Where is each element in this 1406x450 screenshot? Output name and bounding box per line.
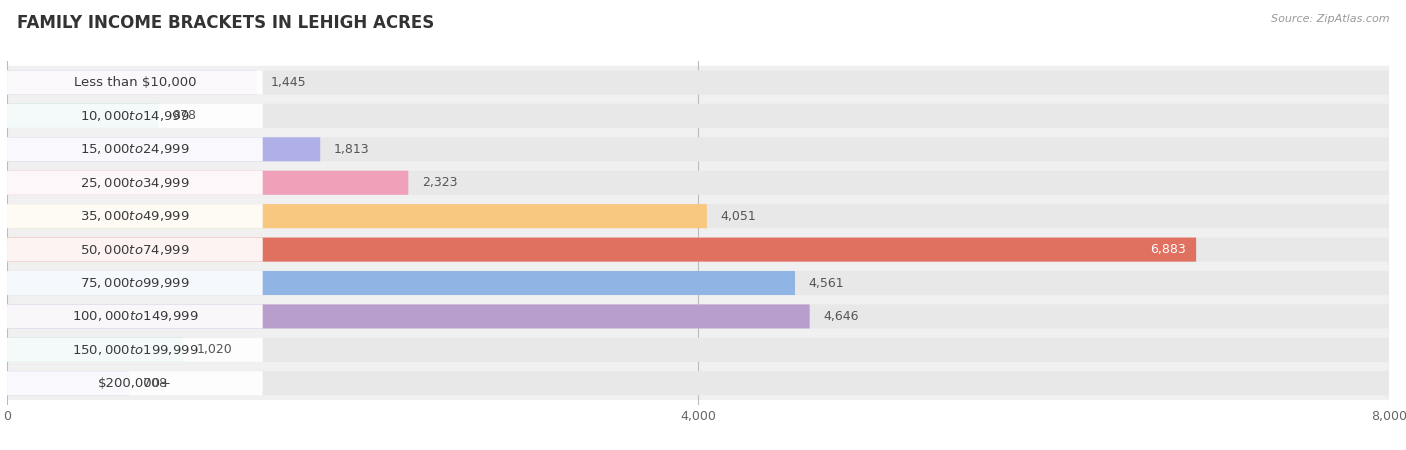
FancyBboxPatch shape [7,166,1389,199]
FancyBboxPatch shape [7,137,263,162]
FancyBboxPatch shape [7,71,1389,94]
Text: 2,323: 2,323 [422,176,458,189]
Text: $200,000+: $200,000+ [98,377,172,390]
Text: 878: 878 [173,109,197,122]
FancyBboxPatch shape [7,300,1389,333]
FancyBboxPatch shape [7,233,1389,266]
Text: $150,000 to $199,999: $150,000 to $199,999 [72,343,198,357]
FancyBboxPatch shape [7,133,1389,166]
FancyBboxPatch shape [7,371,129,395]
FancyBboxPatch shape [7,238,1197,261]
Text: $25,000 to $34,999: $25,000 to $34,999 [80,176,190,190]
FancyBboxPatch shape [7,338,183,362]
FancyBboxPatch shape [7,137,1389,162]
FancyBboxPatch shape [7,271,794,295]
Text: $75,000 to $99,999: $75,000 to $99,999 [80,276,190,290]
Text: Source: ZipAtlas.com: Source: ZipAtlas.com [1271,14,1389,23]
Text: 1,020: 1,020 [197,343,233,356]
FancyBboxPatch shape [7,66,1389,99]
Text: 708: 708 [143,377,167,390]
Text: 4,051: 4,051 [721,210,756,223]
FancyBboxPatch shape [7,338,1389,362]
FancyBboxPatch shape [7,204,263,228]
Text: 1,813: 1,813 [335,143,370,156]
FancyBboxPatch shape [7,104,263,128]
FancyBboxPatch shape [7,71,257,94]
Text: $50,000 to $74,999: $50,000 to $74,999 [80,243,190,256]
FancyBboxPatch shape [7,371,263,395]
FancyBboxPatch shape [7,304,263,328]
FancyBboxPatch shape [7,271,263,295]
FancyBboxPatch shape [7,171,1389,195]
Text: 4,646: 4,646 [824,310,859,323]
Text: 4,561: 4,561 [808,276,845,289]
Text: 6,883: 6,883 [1150,243,1185,256]
FancyBboxPatch shape [7,171,263,195]
Text: $100,000 to $149,999: $100,000 to $149,999 [72,310,198,324]
Text: FAMILY INCOME BRACKETS IN LEHIGH ACRES: FAMILY INCOME BRACKETS IN LEHIGH ACRES [17,14,434,32]
FancyBboxPatch shape [7,199,1389,233]
FancyBboxPatch shape [7,99,1389,133]
Text: $35,000 to $49,999: $35,000 to $49,999 [80,209,190,223]
FancyBboxPatch shape [7,137,321,162]
FancyBboxPatch shape [7,338,263,362]
FancyBboxPatch shape [7,204,707,228]
FancyBboxPatch shape [7,271,1389,295]
FancyBboxPatch shape [7,104,1389,128]
Text: $10,000 to $14,999: $10,000 to $14,999 [80,109,190,123]
FancyBboxPatch shape [7,367,1389,400]
FancyBboxPatch shape [7,304,1389,328]
Text: Less than $10,000: Less than $10,000 [73,76,195,89]
FancyBboxPatch shape [7,171,408,195]
Text: $15,000 to $24,999: $15,000 to $24,999 [80,142,190,156]
FancyBboxPatch shape [7,104,159,128]
Text: 1,445: 1,445 [270,76,307,89]
FancyBboxPatch shape [7,304,810,328]
FancyBboxPatch shape [7,266,1389,300]
FancyBboxPatch shape [7,333,1389,367]
FancyBboxPatch shape [7,204,1389,228]
FancyBboxPatch shape [7,238,1389,261]
FancyBboxPatch shape [7,71,263,94]
FancyBboxPatch shape [7,371,1389,395]
FancyBboxPatch shape [7,238,263,261]
